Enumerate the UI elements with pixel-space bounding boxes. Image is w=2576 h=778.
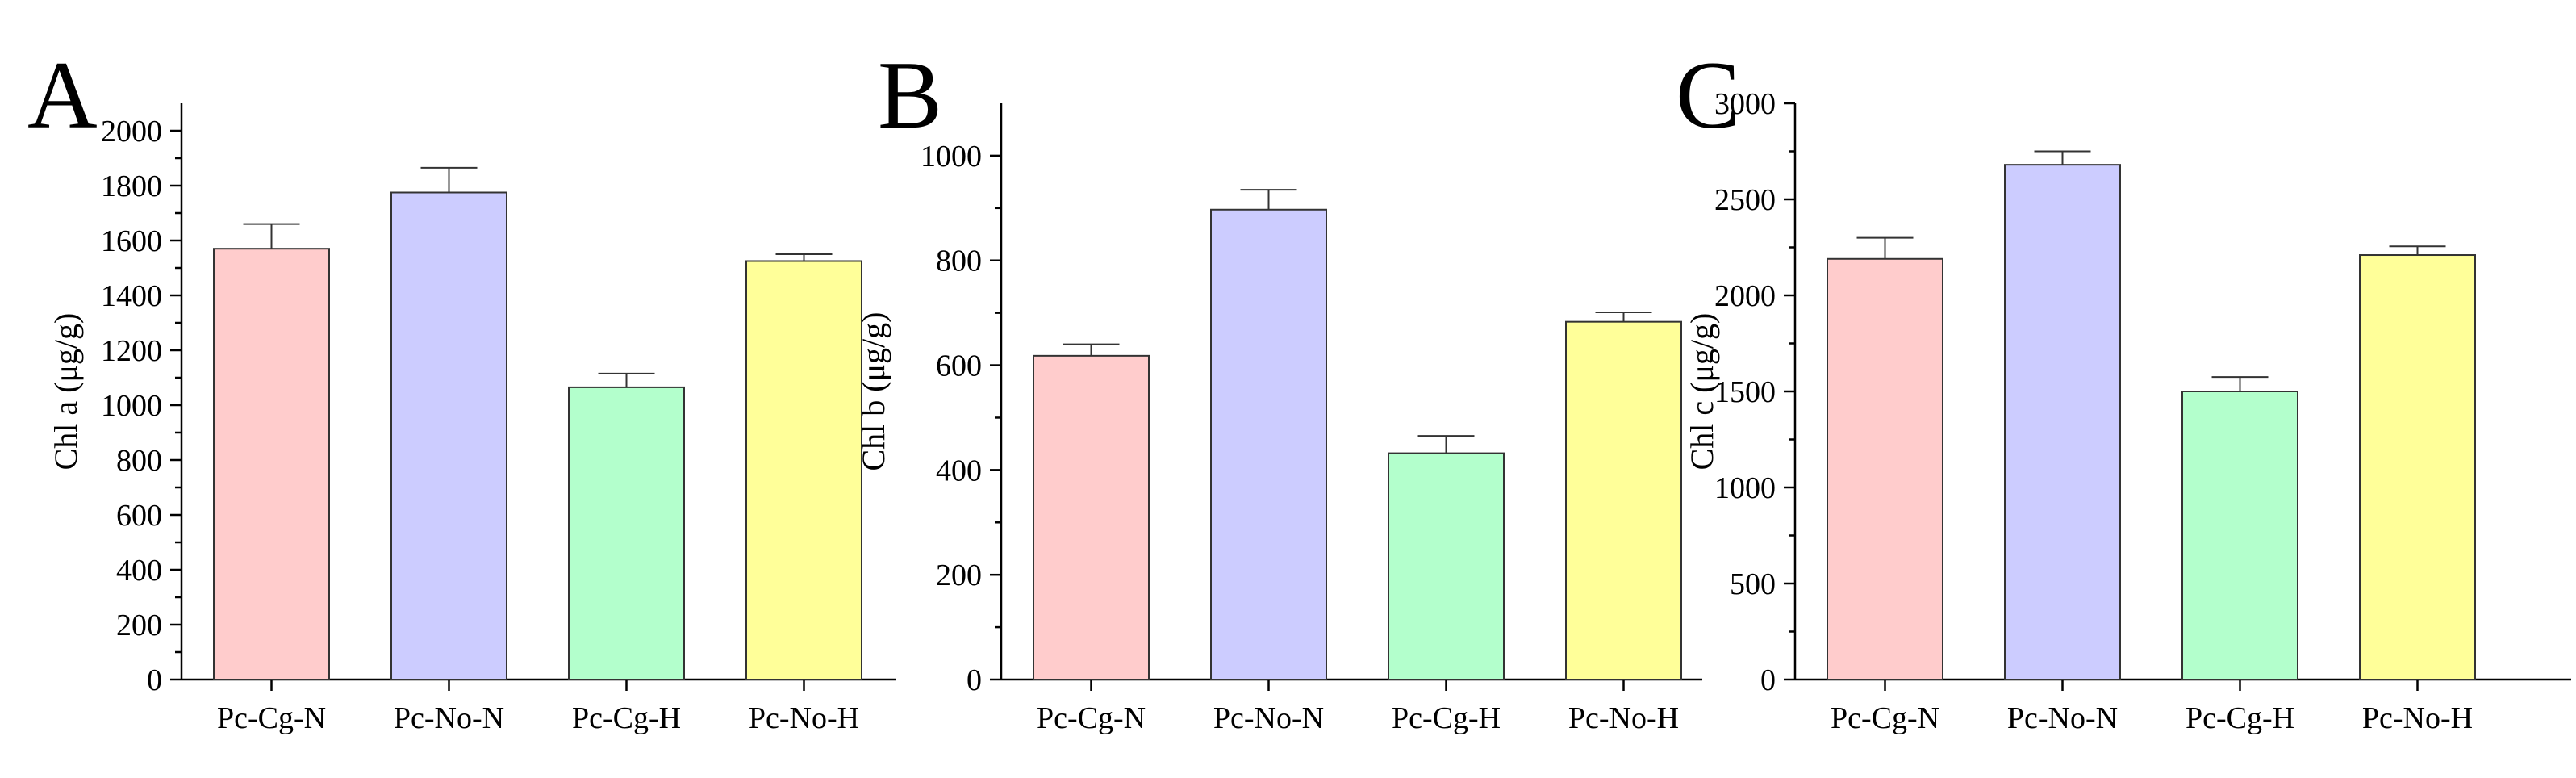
y-tick-label: 1400 [101,279,162,313]
y-tick-label: 400 [116,554,162,588]
bar-pc-cg-n [213,248,330,680]
panel-label: B [878,41,943,148]
bar-pc-no-n [2004,164,2121,681]
x-tick-label: Pc-Cg-H [572,701,681,735]
bar-pc-no-h [745,260,862,680]
panel-label: C [1676,41,1741,148]
x-tick-label: Pc-No-H [1568,701,1679,735]
y-tick-label: 1800 [101,169,162,203]
y-tick-label: 0 [147,663,162,697]
y-tick-label: 800 [936,245,982,278]
y-axis-title: Chl c (μg/g) [1684,313,1720,471]
y-tick-label: 200 [116,609,162,642]
chart-panel-a: A 0 200 400 600 800 1000 1200 1400 1600 1800 2000 C… [0,0,896,778]
x-tick-label: Pc-Cg-N [1831,701,1939,735]
y-tick-label: 200 [936,558,982,592]
x-tick-label: Pc-Cg-H [2186,701,2294,735]
y-tick-label: 600 [116,499,162,533]
bar-pc-cg-h [1388,452,1505,680]
x-tick-label: Pc-Cg-N [217,701,326,735]
x-tick-label: Pc-No-H [2362,701,2473,735]
y-tick-label: 2000 [101,115,162,148]
bar-chart-b: 0 200 400 600 800 1000 Chl b (μg/g) Pc-Cg-N Pc-N… [855,103,1702,735]
chart-panel-c: C 0 500 1000 1500 2000 2500 3000 Chl c (μg/g) Pc… [1676,0,2576,778]
y-tick-label: 1500 [1714,375,1776,409]
y-tick-label: 0 [967,663,982,697]
x-tick-label: Pc-No-N [1213,701,1324,735]
bar-pc-cg-n [1827,257,1943,680]
bar-chart-c: 0 500 1000 1500 2000 2500 3000 Chl c (μg/g) Pc-C… [1684,87,2571,735]
panel-label: A [27,41,98,148]
y-tick-label: 0 [1760,663,1776,697]
x-tick-label: Pc-No-N [394,701,504,735]
y-tick-label: 1600 [101,224,162,258]
y-tick-label: 800 [116,444,162,478]
y-axis-title: Chl b (μg/g) [855,312,891,471]
y-tick-label: 2000 [1714,279,1776,313]
y-tick-label: 3000 [1714,87,1776,121]
chart-panel-b: B 0 200 400 600 800 1000 Chl b (μg/g) Pc-Cg-N Pc… [855,0,1717,778]
y-axis-title: Chl a (μg/g) [48,313,84,471]
y-tick-label: 1000 [921,140,982,174]
bar-pc-no-n [1210,208,1327,680]
y-tick-label: 1000 [1714,471,1776,505]
x-tick-label: Pc-No-H [749,701,859,735]
y-tick-label: 400 [936,454,982,487]
y-tick-label: 1000 [101,389,162,423]
bar-pc-no-n [390,191,507,680]
bar-pc-no-h [1565,320,1682,680]
y-tick-label: 1200 [101,334,162,368]
bar-chart-a: 0 200 400 600 800 1000 1200 1400 1600 1800 2000 Chl… [48,103,896,735]
bar-pc-cg-h [2181,391,2298,680]
y-tick-label: 2500 [1714,183,1776,217]
y-tick-label: 600 [936,349,982,383]
x-tick-label: Pc-No-N [2007,701,2118,735]
y-tick-label: 500 [1730,567,1776,601]
bar-pc-cg-h [568,386,685,680]
bar-pc-no-h [2359,254,2476,680]
x-tick-label: Pc-Cg-H [1392,701,1501,735]
bar-pc-cg-n [1033,354,1150,680]
x-tick-label: Pc-Cg-N [1037,701,1146,735]
